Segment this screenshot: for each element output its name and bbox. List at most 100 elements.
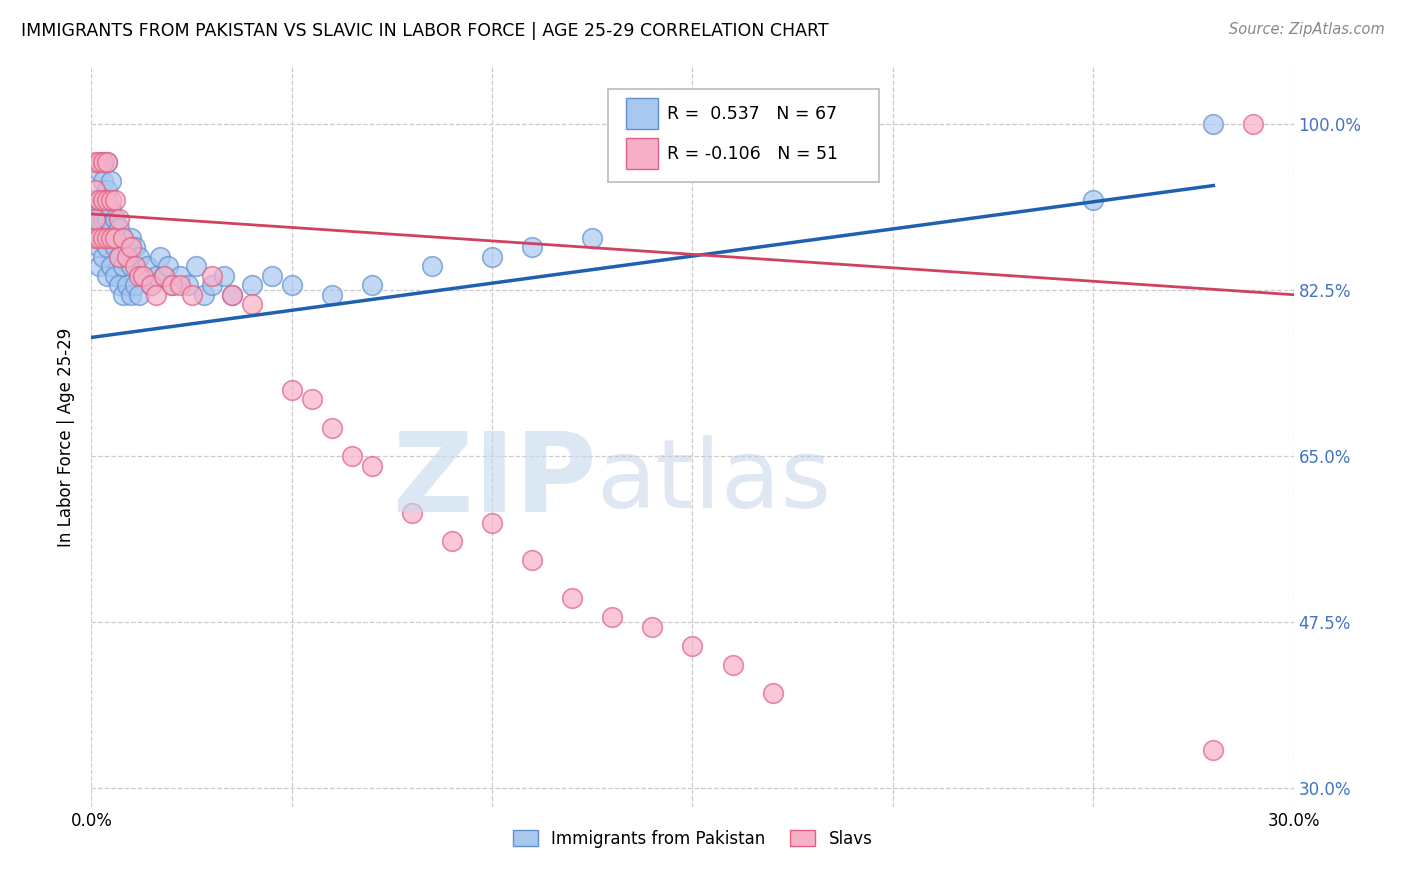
Point	[681, 639, 703, 653]
Point	[89, 240, 111, 254]
Point	[84, 231, 107, 245]
Point	[117, 278, 139, 293]
Point	[108, 211, 131, 226]
Point	[100, 193, 122, 207]
Point	[121, 231, 143, 245]
Point	[93, 250, 115, 264]
Point	[321, 287, 343, 301]
Point	[152, 268, 174, 283]
Point	[96, 154, 118, 169]
Point	[100, 231, 122, 245]
Point	[641, 620, 664, 634]
Point	[108, 221, 131, 235]
Point	[128, 287, 150, 301]
Point	[96, 183, 118, 197]
Point	[93, 174, 115, 188]
Point	[84, 154, 107, 169]
Point	[240, 278, 263, 293]
Point	[420, 259, 443, 273]
Point	[128, 268, 150, 283]
Point	[124, 240, 146, 254]
Text: R =  0.537   N = 67: R = 0.537 N = 67	[668, 104, 838, 122]
Point	[121, 259, 143, 273]
Text: IMMIGRANTS FROM PAKISTAN VS SLAVIC IN LABOR FORCE | AGE 25-29 CORRELATION CHART: IMMIGRANTS FROM PAKISTAN VS SLAVIC IN LA…	[21, 22, 828, 40]
Point	[108, 278, 131, 293]
Point	[89, 193, 111, 207]
Point	[89, 164, 111, 178]
Point	[96, 154, 118, 169]
Point	[96, 211, 118, 226]
Point	[152, 268, 174, 283]
Point	[141, 278, 163, 293]
Point	[96, 231, 118, 245]
Point	[84, 193, 107, 207]
Point	[193, 287, 215, 301]
Point	[522, 553, 544, 567]
Point	[100, 231, 122, 245]
Point	[176, 278, 198, 293]
Point	[112, 231, 135, 245]
Point	[108, 250, 131, 264]
Point	[117, 250, 139, 264]
Point	[160, 278, 183, 293]
Point	[124, 278, 146, 293]
Point	[93, 193, 115, 207]
Point	[301, 392, 323, 406]
Point	[762, 686, 785, 700]
Point	[401, 506, 423, 520]
Text: ZIP: ZIP	[392, 428, 596, 535]
Point	[145, 268, 167, 283]
Point	[121, 287, 143, 301]
Bar	[626, 98, 658, 129]
Point	[169, 268, 191, 283]
Text: R = -0.106   N = 51: R = -0.106 N = 51	[668, 145, 838, 162]
Point	[581, 231, 603, 245]
Point	[360, 278, 382, 293]
Point	[201, 268, 224, 283]
Point	[108, 250, 131, 264]
Point	[89, 154, 111, 169]
Point	[1243, 117, 1265, 131]
Point	[112, 259, 135, 273]
Text: atlas: atlas	[596, 435, 831, 528]
Point	[281, 383, 304, 397]
Point	[104, 240, 127, 254]
Point	[481, 250, 503, 264]
Point	[93, 211, 115, 226]
Text: Source: ZipAtlas.com: Source: ZipAtlas.com	[1229, 22, 1385, 37]
Point	[104, 211, 127, 226]
Point	[321, 420, 343, 434]
Point	[602, 610, 624, 624]
Y-axis label: In Labor Force | Age 25-29: In Labor Force | Age 25-29	[58, 327, 76, 547]
Point	[184, 259, 207, 273]
Point	[141, 278, 163, 293]
Point	[1202, 743, 1225, 757]
FancyBboxPatch shape	[609, 89, 879, 182]
Point	[169, 278, 191, 293]
Point	[136, 259, 159, 273]
Bar	[626, 138, 658, 169]
Point	[240, 297, 263, 311]
Point	[112, 231, 135, 245]
Point	[104, 268, 127, 283]
Point	[132, 268, 155, 283]
Point	[104, 193, 127, 207]
Point	[121, 240, 143, 254]
Point	[128, 250, 150, 264]
Point	[104, 231, 127, 245]
Point	[84, 211, 107, 226]
Point	[112, 287, 135, 301]
Point	[96, 268, 118, 283]
Point	[260, 268, 283, 283]
Point	[212, 268, 235, 283]
Point	[522, 240, 544, 254]
Point	[481, 516, 503, 530]
Legend: Immigrants from Pakistan, Slavs: Immigrants from Pakistan, Slavs	[506, 823, 879, 855]
Point	[84, 231, 107, 245]
Point	[84, 211, 107, 226]
Point	[100, 202, 122, 217]
Point	[1202, 117, 1225, 131]
Point	[156, 259, 179, 273]
Point	[145, 287, 167, 301]
Point	[561, 591, 583, 606]
